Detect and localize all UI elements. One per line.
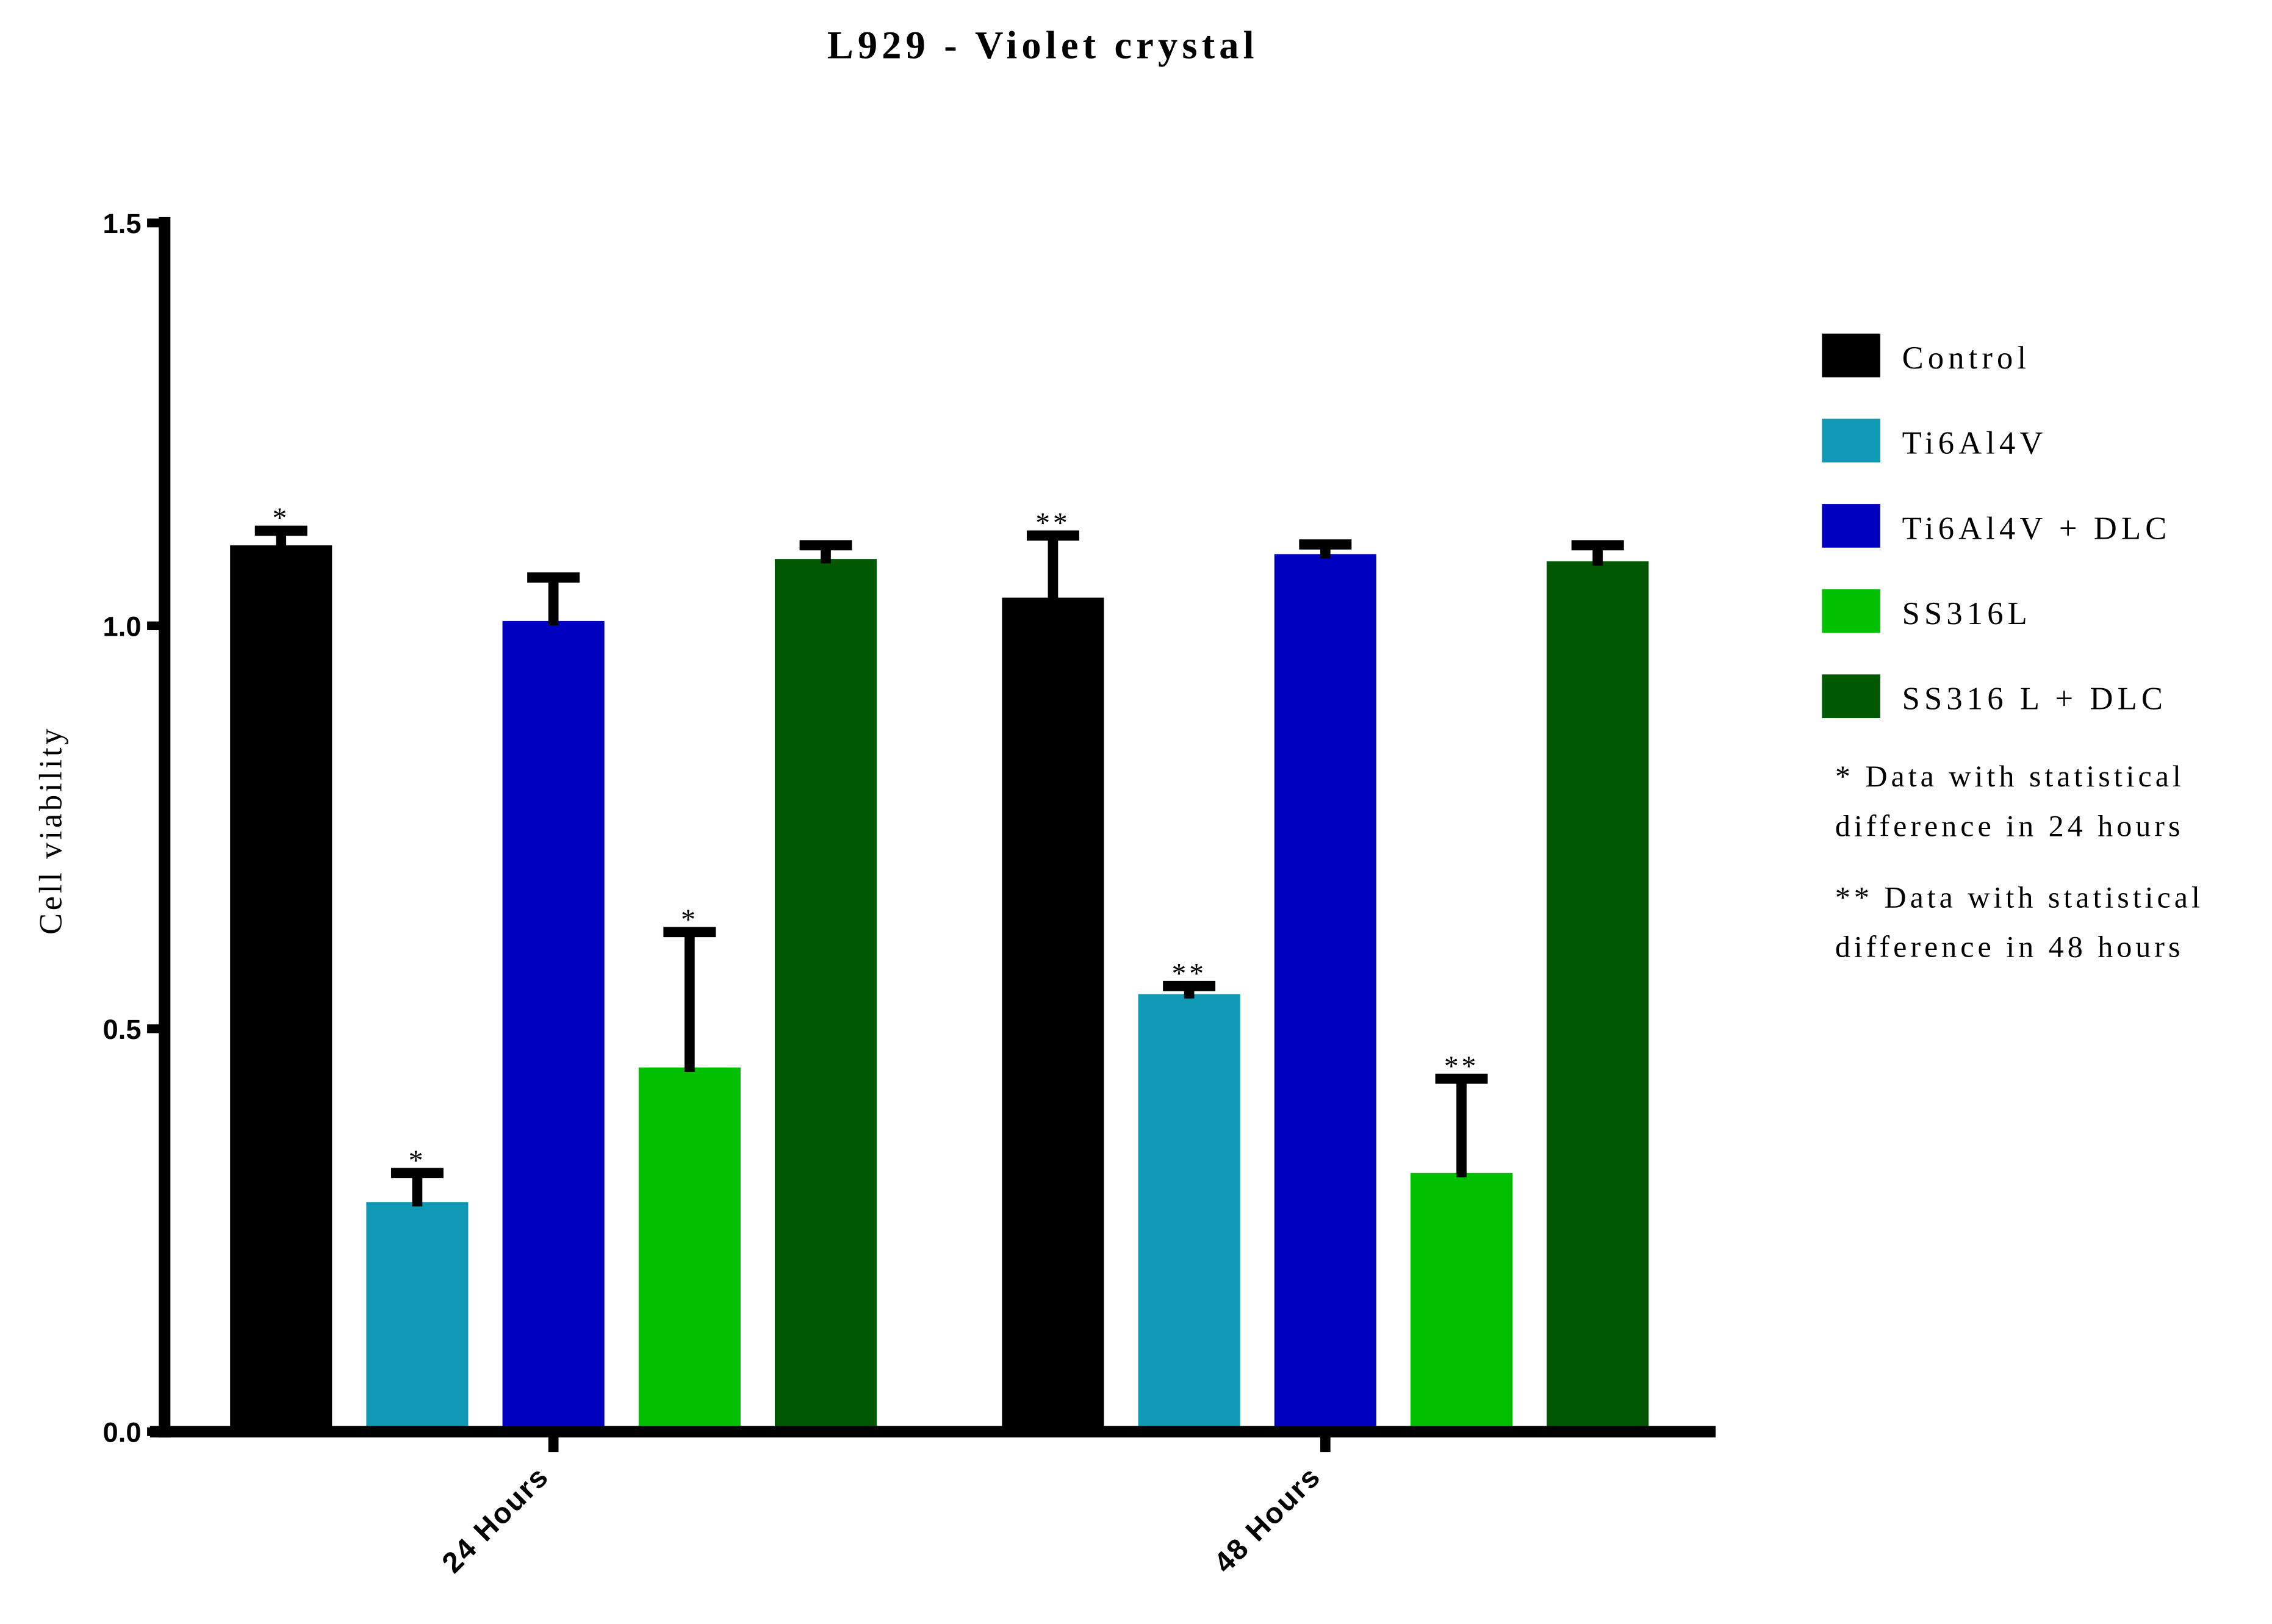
legend-note: ** Data with statistical (1835, 880, 2204, 914)
y-axis-label: Cell viability (33, 726, 68, 935)
legend-swatch (1822, 589, 1880, 633)
bar (1002, 597, 1104, 1432)
significance-mark: * (681, 904, 699, 936)
significance-mark: * (272, 502, 290, 534)
bar (366, 1202, 469, 1432)
legend-label: SS316 L + DLC (1902, 681, 2167, 717)
bar (1274, 554, 1376, 1432)
legend-swatch (1822, 419, 1880, 463)
bar (1547, 561, 1649, 1432)
legend-label: Ti6Al4V (1902, 426, 2047, 461)
chart-title: L929 - Violet crystal (827, 24, 1259, 67)
y-tick-label: 0.5 (103, 1014, 142, 1045)
x-tick-label: 48 Hours (1208, 1460, 1327, 1579)
y-tick-label: 0.0 (103, 1417, 142, 1448)
legend-label: Control (1902, 340, 2031, 376)
bar (230, 545, 333, 1432)
legend-note: * Data with statistical (1835, 759, 2185, 793)
bar (1410, 1173, 1513, 1432)
legend-note: difference in 48 hours (1835, 930, 2184, 964)
legend-label: Ti6Al4V + DLC (1902, 511, 2171, 546)
significance-mark: * (409, 1144, 426, 1177)
bar (774, 559, 877, 1432)
significance-mark: ** (1035, 507, 1070, 539)
bar (502, 620, 605, 1432)
legend-swatch (1822, 504, 1880, 548)
significance-mark: ** (1444, 1050, 1479, 1082)
y-tick-label: 1.0 (103, 611, 142, 642)
legend-note: difference in 24 hours (1835, 808, 2184, 843)
legend-swatch (1822, 333, 1880, 378)
y-tick-label: 1.5 (103, 208, 142, 239)
significance-mark: ** (1171, 958, 1206, 990)
x-tick-label: 24 Hours (436, 1460, 555, 1579)
legend-label: SS316L (1902, 596, 2032, 631)
bar (638, 1067, 741, 1432)
legend-swatch (1822, 674, 1880, 719)
bar (1138, 994, 1240, 1432)
